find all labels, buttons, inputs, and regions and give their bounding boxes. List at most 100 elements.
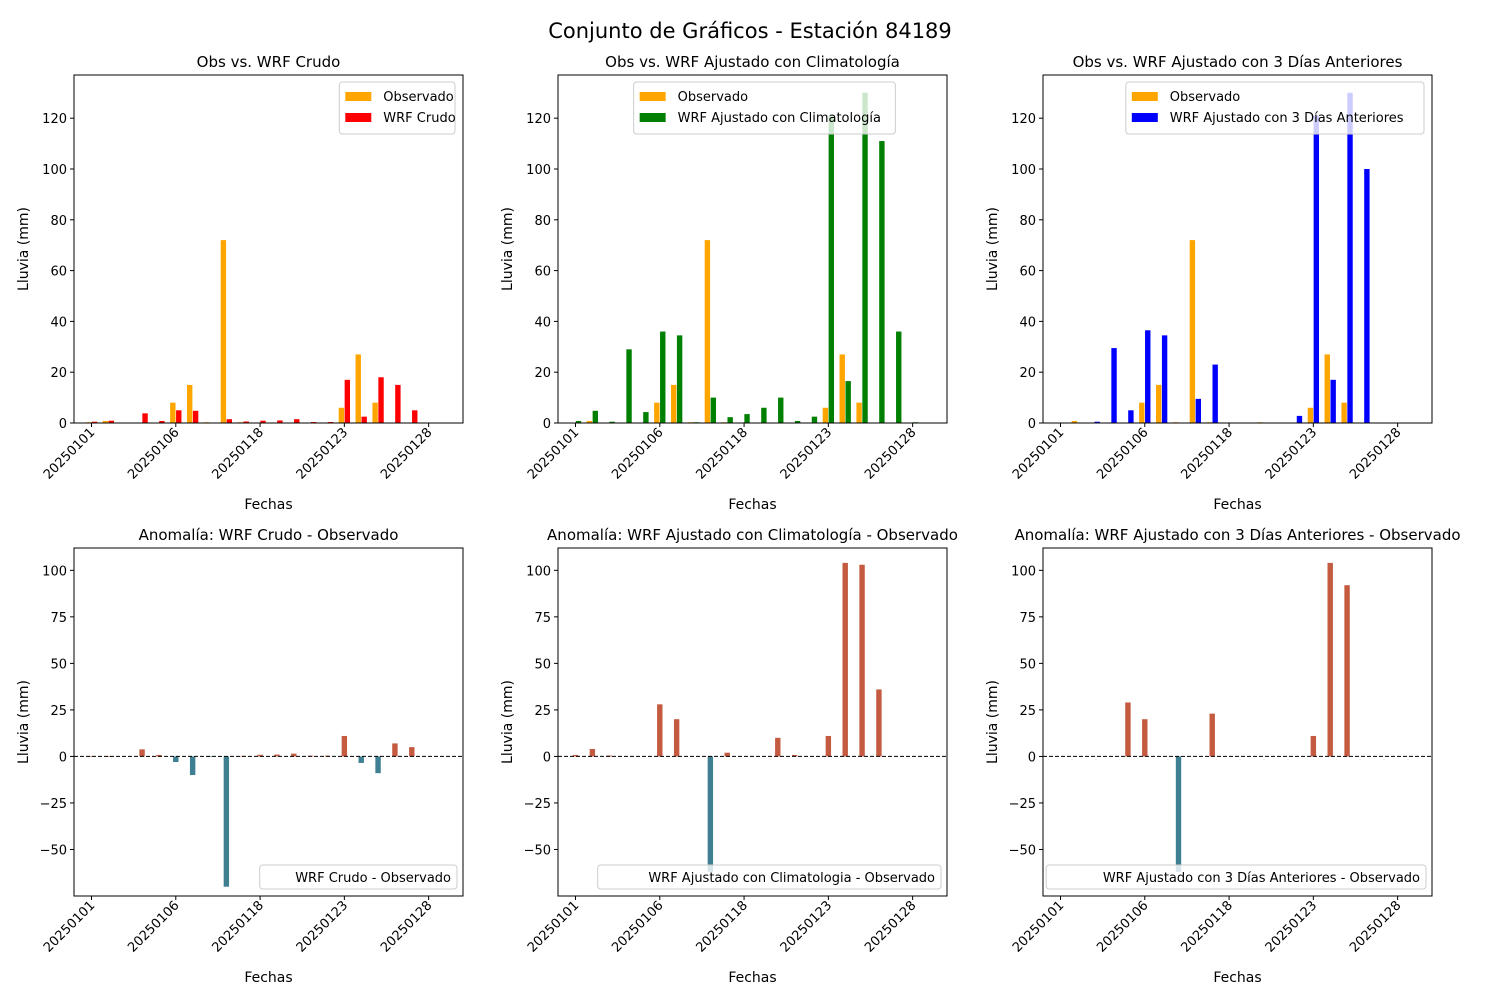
bar-model [310,421,317,423]
x-tick-label: 20250123 [294,898,351,955]
y-tick-label: 20 [50,366,67,381]
bar-model [1145,330,1151,423]
bar-model [192,410,199,423]
bar-model [1161,335,1168,423]
x-tick-label: 20250101 [1010,425,1067,482]
chart-panel-4: Anomalía: WRF Crudo - Observado −50 −25 0 25… [16,526,464,986]
bar-observed [1324,354,1330,423]
x-tick-label: 20250118 [694,425,751,482]
anomaly-bar-positive [657,704,663,757]
bar-model [176,410,182,423]
bar-model [361,416,367,423]
bar-model [845,381,851,423]
anomaly-bar-positive [876,689,882,757]
y-tick-label: 0 [543,750,551,765]
x-tick-label: 20250106 [609,898,666,955]
bar-observed [355,354,361,423]
x-tick-label: 20250106 [125,898,182,955]
y-tick-label: 25 [534,704,551,719]
legend-swatch [345,92,372,101]
bar-model [108,420,115,423]
anomaly-bar-negative [189,756,196,776]
bar-observed [1071,420,1078,423]
bar-model [828,115,835,423]
legend: WRF Crudo - Observado [259,864,458,890]
y-tick-label: 120 [1011,112,1036,127]
bar-model [1347,92,1353,424]
y-tick-label: 120 [526,112,551,127]
y-tick-label: 40 [50,315,67,330]
anomaly-bar-positive [156,754,162,757]
bar-model [609,421,615,423]
anomaly-bar-positive [859,564,865,757]
y-axis-label: Lluvia (mm) [500,680,516,764]
anomaly-bar-positive [842,562,848,757]
x-tick-label: 20250128 [862,425,919,482]
bar-model [1313,115,1320,423]
anomaly-bar-negative [707,756,714,872]
x-tick-label: 20250118 [210,425,267,482]
anomaly-bar-positive [1327,562,1333,757]
bar-model [1111,348,1117,423]
legend-box [1125,81,1425,135]
y-tick-label: 75 [534,611,551,626]
chart-title: Anomalía: WRF Crudo - Observado [139,526,399,544]
bar-model [1364,168,1370,423]
y-axis-label: Lluvia (mm) [16,680,32,764]
y-tick-label: 0 [59,750,67,765]
x-tick-label: 20250118 [210,898,267,955]
bar-model [862,92,868,424]
x-tick-label: 20250101 [41,425,98,482]
bar-observed [670,384,677,423]
anomaly-bar-positive [291,753,297,757]
anomaly-bar-positive [105,756,112,757]
x-tick-label: 20250101 [1010,898,1067,955]
anomaly-bar-positive [1209,713,1215,757]
anomaly-bar-negative [1175,756,1182,872]
y-tick-label: −25 [1009,797,1036,812]
legend-label: WRF Ajustado con Climatologia - Observad… [648,871,935,886]
y-tick-label: −25 [40,797,67,812]
anomaly-bar-negative [375,756,381,774]
legend-box [1045,864,1427,890]
legend: Observado WRF Crudo [338,81,456,135]
x-axis-label: Fechas [1213,497,1261,513]
y-tick-label: 0 [1028,417,1036,432]
y-tick-label: −50 [1009,843,1036,858]
x-tick-label: 20250101 [525,425,582,482]
y-axis-label: Lluvia (mm) [985,680,1001,764]
y-tick-label: 50 [534,657,551,672]
chart-panel-3: Obs vs. WRF Ajustado con 3 Días Anterior… [985,53,1433,513]
bar-model [794,420,801,423]
bar-observed [186,384,193,423]
bar-model [91,421,98,423]
bar-model [811,416,818,423]
bar-model [575,420,582,423]
chart-title: Anomalía: WRF Ajustado con Climatología … [547,526,958,544]
y-tick-label: 50 [50,657,67,672]
x-tick-label: 20250101 [41,898,98,955]
y-tick-label: 40 [1019,315,1036,330]
anomaly-bar-positive [775,737,781,757]
bar-model [1296,415,1303,423]
bar-model [294,419,300,423]
bar-observed [704,240,711,423]
anomaly-bar-negative [173,756,179,763]
y-tick-label: −25 [524,797,551,812]
anomaly-bar-negative [223,756,230,887]
x-tick-label: 20250106 [609,425,666,482]
x-tick-label: 20250118 [1179,425,1236,482]
bar-model [592,410,599,423]
legend: WRF Ajustado con 3 Días Anteriores - Obs… [1045,864,1427,890]
y-tick-label: −50 [524,843,551,858]
bar-model [395,384,401,423]
anomaly-bar-positive [139,749,145,757]
legend-box [259,864,458,890]
bar-model [879,141,885,423]
bar-model [626,349,632,423]
bar-model [260,420,266,423]
bar-model [226,419,233,423]
y-tick-label: 20 [1019,366,1036,381]
legend-label: WRF Crudo - Observado [295,871,451,886]
legend-label: WRF Ajustado con 3 Días Anteriores - Obs… [1103,871,1420,886]
